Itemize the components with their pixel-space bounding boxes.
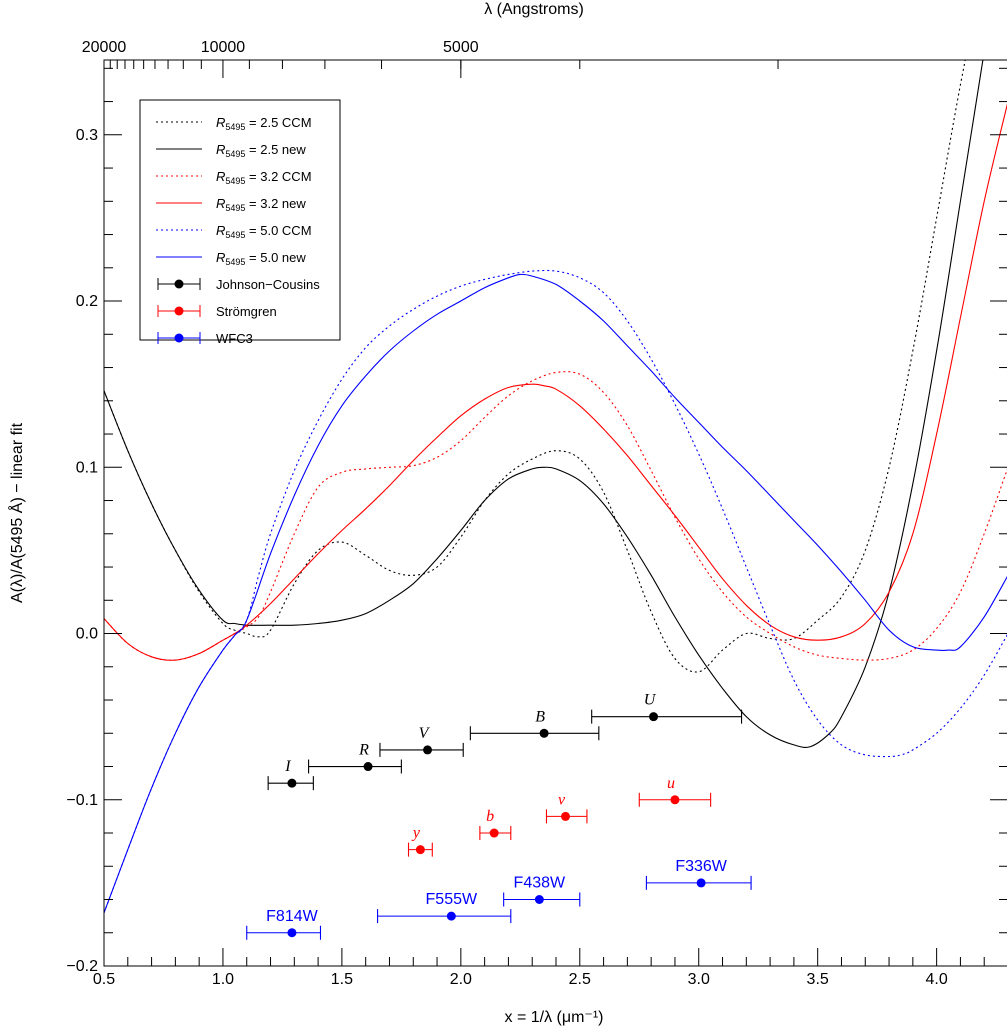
band-label: F336W xyxy=(675,858,727,875)
band-point xyxy=(287,928,297,938)
band-marker: F814W xyxy=(246,908,322,940)
band-marker: v xyxy=(545,791,588,824)
top-tick-label: 20000 xyxy=(82,39,127,56)
x-tick-label: 2.0 xyxy=(450,971,472,988)
x-axis-title: x = 1/λ (μm⁻¹) xyxy=(505,1009,604,1026)
top-axis-title: λ (Angstroms) xyxy=(484,1,584,18)
band-markers-layer: I R V B Uy b v u F814W F555W F438W F336W xyxy=(246,692,752,940)
band-marker: V xyxy=(379,725,464,757)
legend-point xyxy=(174,333,184,343)
band-point xyxy=(489,828,499,838)
x-tick-label: 3.5 xyxy=(807,971,829,988)
band-label: U xyxy=(644,692,657,709)
band-marker: F438W xyxy=(503,875,581,907)
legend-box xyxy=(139,99,341,341)
band-marker: b xyxy=(479,808,512,841)
band-label: B xyxy=(535,708,545,725)
curves-layer xyxy=(104,60,1007,913)
legend-label: R5495 = 2.5 CCM xyxy=(216,115,312,132)
curve-3-2-ccm xyxy=(104,371,1007,661)
band-marker: y xyxy=(407,825,433,857)
band-point xyxy=(696,878,706,888)
legend: R5495 = 2.5 CCM R5495 = 2.5 new R5495 = 3.… xyxy=(139,99,341,346)
band-point xyxy=(649,712,659,722)
x-tick-label: 3.0 xyxy=(688,971,710,988)
band-label: v xyxy=(558,791,566,808)
y-tick-label: −0.2 xyxy=(66,958,98,975)
band-point xyxy=(561,811,571,821)
band-label: u xyxy=(667,775,675,792)
legend-label: R5495 = 5.0 CCM xyxy=(216,223,312,240)
band-point xyxy=(670,795,680,805)
plot-frame xyxy=(103,59,1007,967)
x-tick-label: 2.5 xyxy=(569,971,591,988)
band-point xyxy=(446,911,456,921)
curve-3-2-new xyxy=(104,103,1007,661)
legend-point xyxy=(174,306,184,316)
curve-2-5-ccm xyxy=(104,60,966,673)
legend-label: R5495 = 3.2 CCM xyxy=(216,169,312,186)
band-marker: I xyxy=(267,758,314,791)
band-label: F814W xyxy=(266,908,318,925)
band-marker: U xyxy=(591,692,743,724)
band-label: I xyxy=(284,758,291,775)
y-tick-label: −0.1 xyxy=(66,792,98,809)
top-tick-label: 10000 xyxy=(201,39,246,56)
x-tick-label: 1.5 xyxy=(331,971,353,988)
curve-5-0-new xyxy=(104,273,1007,913)
top-axis: 20000 10000 5000 xyxy=(82,39,779,78)
band-point xyxy=(415,845,425,855)
band-label: F555W xyxy=(426,891,478,908)
y-tick-label: 0.2 xyxy=(76,293,98,310)
legend-label: R5495 = 3.2 new xyxy=(216,196,306,213)
band-point xyxy=(423,745,433,755)
x-tick-label: 4.0 xyxy=(926,971,948,988)
band-point xyxy=(287,778,297,788)
band-label: y xyxy=(411,825,421,842)
band-marker: F555W xyxy=(377,891,512,924)
x-tick-label: 0.5 xyxy=(93,971,115,988)
legend-label: R5495 = 5.0 new xyxy=(216,250,306,267)
x-tick-label: 1.0 xyxy=(212,971,234,988)
band-label: V xyxy=(419,725,431,742)
band-marker: R xyxy=(308,742,402,774)
y-tick-label: 0.3 xyxy=(76,127,98,144)
band-label: R xyxy=(358,742,369,759)
band-label: F438W xyxy=(514,875,566,892)
y-tick-label: 0.0 xyxy=(76,626,98,643)
band-marker: F336W xyxy=(645,858,752,890)
top-tick-label: 5000 xyxy=(443,39,479,56)
y-axis-title: A(λ)/A(5495 Å) − linear fit xyxy=(7,422,26,603)
band-point xyxy=(363,762,373,772)
legend-label: R5495 = 2.5 new xyxy=(216,142,306,159)
legend-point xyxy=(174,279,184,289)
band-marker: u xyxy=(638,775,712,807)
band-marker: B xyxy=(469,708,600,741)
y-tick-label: 0.1 xyxy=(76,459,98,476)
band-point xyxy=(539,728,549,738)
legend-label: WFC3 xyxy=(216,331,253,346)
legend-label: Johnson−Cousins xyxy=(216,277,320,292)
band-label: b xyxy=(486,808,494,825)
legend-label: Strömgren xyxy=(216,304,277,319)
band-point xyxy=(534,895,544,905)
